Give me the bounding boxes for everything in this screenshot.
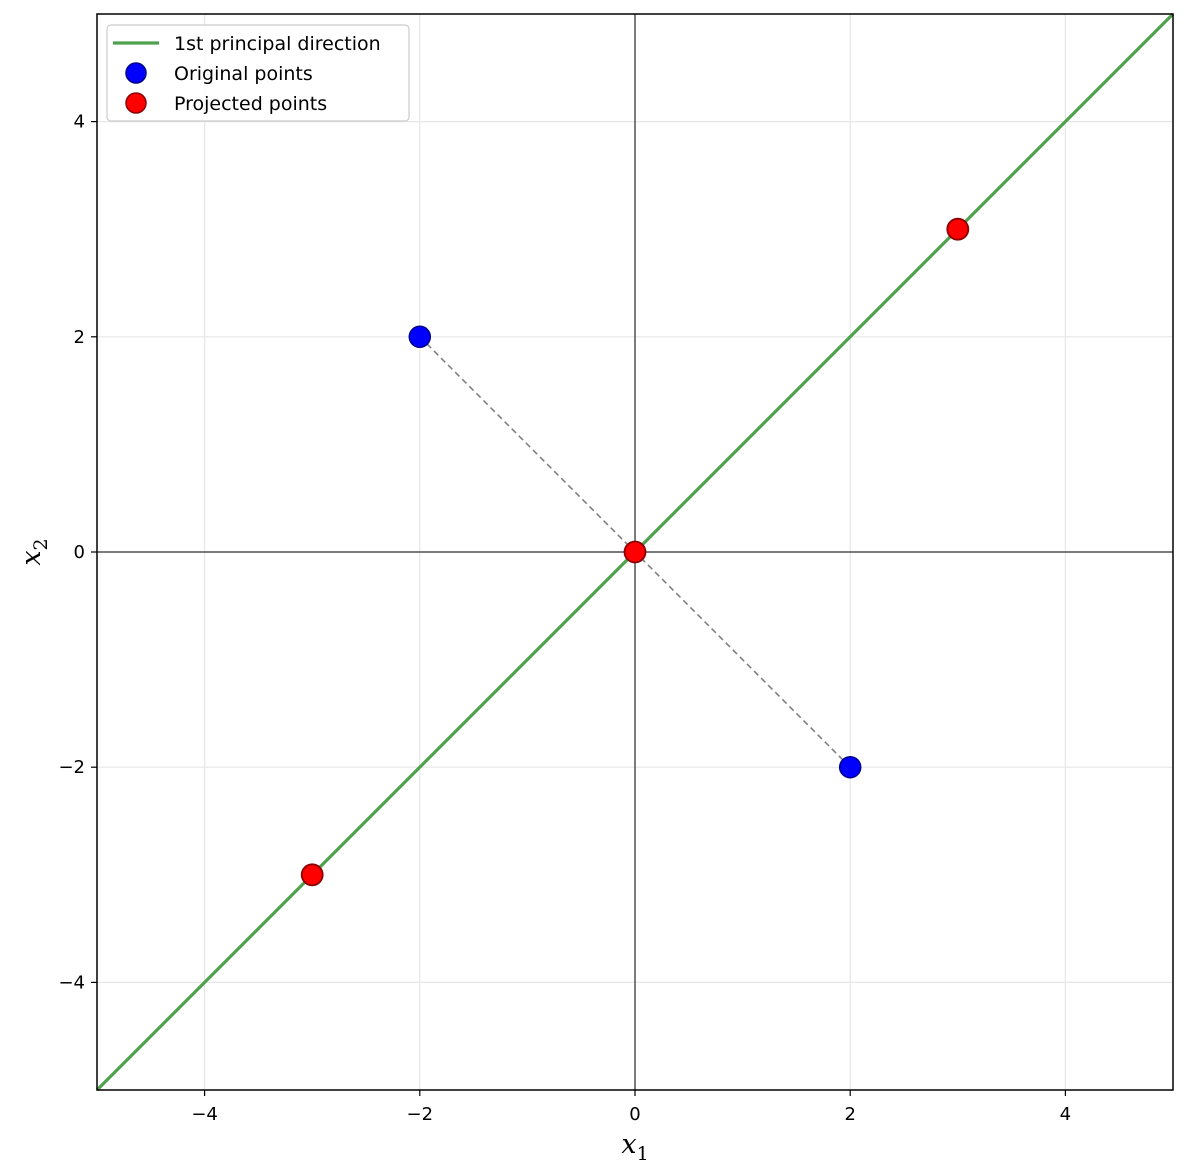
- projected-point: [946, 217, 970, 241]
- legend-projected-marker: [125, 92, 147, 114]
- y-tick-label: 4: [74, 112, 85, 133]
- legend-label-projected-points: Projected points: [174, 93, 327, 115]
- projection-lines: [419, 336, 851, 768]
- x-tick-label: 2: [844, 1104, 855, 1125]
- x-axis-label-sub: 1: [637, 1143, 649, 1165]
- projection-line: [634, 551, 851, 768]
- y-axis-label-sub: 2: [30, 538, 52, 550]
- y-axis-label-base: x: [16, 550, 47, 565]
- y-tick-label: −2: [58, 757, 85, 778]
- y-axis-ticks: −4 −2 0 2 4: [58, 112, 97, 993]
- legend-label-principal-direction: 1st principal direction: [174, 33, 381, 55]
- projected-point: [623, 540, 647, 564]
- projected-points-series: [300, 217, 970, 887]
- original-points-series: [408, 325, 862, 779]
- x-tick-label: −2: [407, 1104, 434, 1125]
- projection-line: [419, 336, 636, 553]
- original-point: [838, 755, 862, 779]
- y-tick-label: 0: [74, 542, 85, 563]
- y-tick-label: −4: [58, 972, 85, 993]
- original-point: [408, 325, 432, 349]
- plot-area: [95, 12, 1175, 1092]
- legend: 1st principal direction Original points …: [106, 24, 410, 122]
- x-tick-label: −4: [191, 1104, 218, 1125]
- x-axis-label-base: x: [621, 1129, 636, 1160]
- projected-point: [300, 863, 324, 887]
- legend-label-original-points: Original points: [174, 63, 313, 85]
- x-axis-ticks: −4 −2 0 2 4: [191, 1090, 1071, 1125]
- legend-original-marker: [125, 62, 147, 84]
- y-tick-label: 2: [74, 327, 85, 348]
- y-axis-label: x2: [16, 538, 52, 565]
- legend-box: [106, 24, 410, 122]
- x-axis-label: x1: [621, 1129, 648, 1165]
- x-tick-label: 0: [629, 1104, 640, 1125]
- x-tick-label: 4: [1060, 1104, 1071, 1125]
